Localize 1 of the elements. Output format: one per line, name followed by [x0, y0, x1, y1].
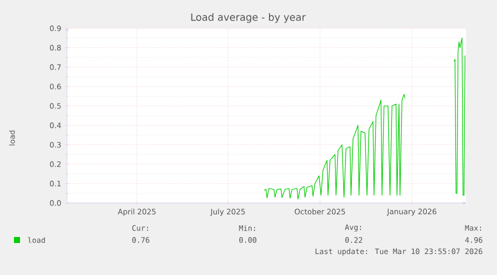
chart-title: Load average - by year: [191, 13, 306, 23]
